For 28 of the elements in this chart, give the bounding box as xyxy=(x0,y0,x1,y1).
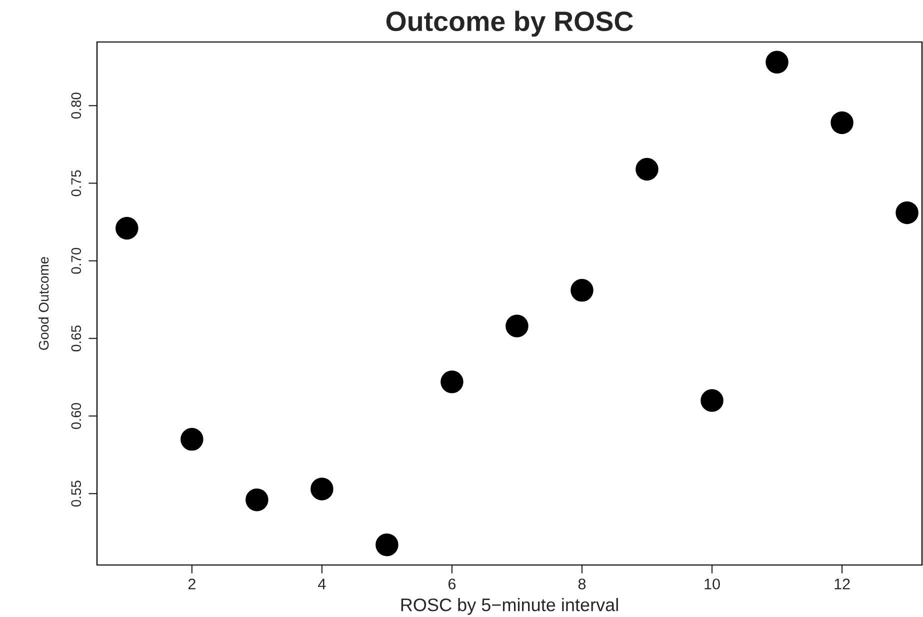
point xyxy=(116,216,138,240)
y-tick-label: 0.80 xyxy=(71,92,82,119)
y-tick-label: 0.70 xyxy=(71,248,82,274)
x-tick-label: 10 xyxy=(704,578,720,590)
y-tick-label: 0.60 xyxy=(71,403,82,429)
y-tick-label: 0.65 xyxy=(71,325,82,352)
point xyxy=(506,314,528,338)
point xyxy=(310,478,334,500)
y-tick-label: 0.75 xyxy=(71,170,82,196)
point xyxy=(180,428,204,451)
point xyxy=(830,111,854,134)
point xyxy=(896,201,918,224)
point xyxy=(570,278,594,302)
point xyxy=(636,158,658,181)
y-axis-title: Good Outcome xyxy=(38,257,49,350)
x-tick-label: 8 xyxy=(578,578,586,590)
x-tick-label: 4 xyxy=(318,578,326,590)
x-tick-label: 6 xyxy=(448,578,456,590)
x-axis-title: ROSC by 5−minute interval xyxy=(401,598,618,615)
point xyxy=(700,389,724,412)
point xyxy=(440,370,464,394)
x-tick-label: 12 xyxy=(834,578,850,590)
point xyxy=(376,533,398,556)
y-tick-label: 0.55 xyxy=(71,480,82,507)
chart-title: Outcome by ROSC xyxy=(386,10,633,37)
point xyxy=(246,488,268,512)
point xyxy=(766,50,788,74)
x-tick-label: 2 xyxy=(188,578,196,590)
